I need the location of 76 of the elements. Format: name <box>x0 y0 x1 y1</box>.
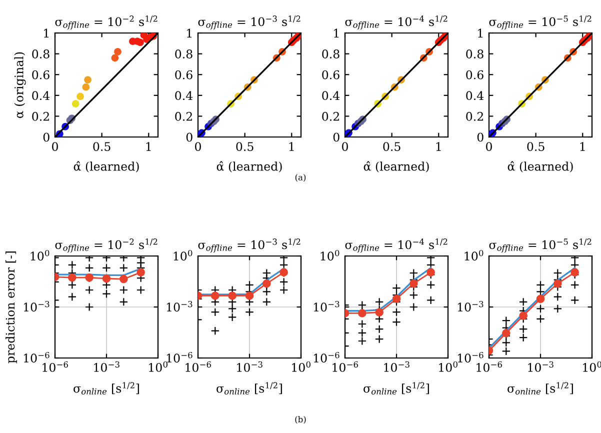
chart-title: σ$_{offline}$ = 10$^{−3}$ s$^{1/2}$ <box>198 16 300 30</box>
x-axis-title: σ$_{online}$ [s$^{1/2}$] <box>74 382 139 395</box>
y-tick-label: 0 <box>43 132 50 142</box>
chart-title: σ$_{offline}$ = 10$^{−2}$ s$^{1/2}$ <box>55 16 158 30</box>
x-tick-label: 1 <box>289 142 294 151</box>
y-tick-label: 10$^{−6}$ <box>166 352 192 363</box>
y-tick-label: 1 <box>44 28 48 38</box>
chart-title: σ$_{offline}$ = 10$^{−5}$ s$^{1/2}$ <box>489 16 592 30</box>
x-tick-label: 0 <box>52 142 58 151</box>
y-tick-label: 1 <box>187 28 192 38</box>
y-tick-label: 10$^{0}$ <box>174 250 192 261</box>
x-axis-title: α̂ (learned) <box>74 161 139 172</box>
x-tick-label: 1 <box>436 142 441 151</box>
y-tick-label: 0.6 <box>175 70 192 80</box>
y-tick-label: 1 <box>478 28 482 38</box>
y-axis-title: α (original) <box>14 52 26 118</box>
x-tick-label: 0.5 <box>527 142 544 151</box>
x-tick-label: 10$^{0}$ <box>292 361 310 372</box>
chart-title: σ$_{offline}$ = 10$^{−3}$ s$^{1/2}$ <box>198 238 300 253</box>
y-tick-label: 0.2 <box>466 112 483 121</box>
y-tick-label: 10$^{0}$ <box>320 250 340 261</box>
y-tick-label: 0.2 <box>32 112 49 121</box>
y-tick-label: 0.4 <box>466 91 484 100</box>
y-tick-label: 10$^{0}$ <box>30 250 50 261</box>
chart-title: σ$_{offline}$ = 10$^{−5}$ s$^{1/2}$ <box>489 238 592 253</box>
x-tick-label: 10$^{0}$ <box>439 361 458 372</box>
x-tick-label: 0 <box>486 142 492 151</box>
y-axis-title: prediction error [-] <box>6 251 17 364</box>
chart-title: σ$_{offline}$ = 10$^{−4}$ s$^{1/2}$ <box>345 238 448 253</box>
x-tick-label: 0.5 <box>93 142 110 151</box>
x-tick-label: 1 <box>146 142 151 151</box>
y-tick-label: 10$^{−3}$ <box>458 300 484 312</box>
text: (a) <box>295 174 306 182</box>
y-tick-label: 0 <box>477 132 484 142</box>
x-tick-label: 10$^{−3}$ <box>237 361 262 372</box>
y-tick-label: 10$^{−6}$ <box>24 352 50 363</box>
y-tick-label: 10$^{0}$ <box>464 250 484 261</box>
x-axis-title: α̂ (learned) <box>364 161 429 172</box>
y-tick-label: 1 <box>334 28 338 38</box>
x-tick-label: 10$^{0}$ <box>583 361 601 372</box>
y-tick-label: 0 <box>333 132 340 142</box>
y-tick-label: 10$^{−3}$ <box>314 300 340 312</box>
x-axis-title: σ$_{online}$ [s$^{1/2}$] <box>216 382 282 395</box>
y-tick-label: 0.8 <box>32 50 50 58</box>
x-tick-label: 10$^{−3}$ <box>384 361 410 372</box>
y-tick-label: 0.2 <box>175 112 192 121</box>
y-tick-label: 0 <box>186 132 192 142</box>
y-tick-label: 10$^{−3}$ <box>24 300 50 312</box>
x-tick-label: 0.5 <box>236 142 254 151</box>
y-tick-label: 0.4 <box>175 91 193 100</box>
chart-title: σ$_{offline}$ = 10$^{−4}$ s$^{1/2}$ <box>345 16 448 30</box>
y-tick-label: 10$^{−6}$ <box>458 352 484 363</box>
y-tick-label: 0.8 <box>322 50 340 58</box>
y-tick-label: 0.6 <box>466 70 484 80</box>
x-axis-title: σ$_{online}$ [s$^{1/2}$] <box>508 382 573 395</box>
y-tick-label: 0.6 <box>32 70 50 80</box>
y-tick-label: 0.8 <box>175 50 192 58</box>
x-axis-title: α̂ (learned) <box>508 161 573 172</box>
x-tick-label: 1 <box>580 142 585 151</box>
y-tick-label: 0.2 <box>322 112 339 121</box>
text: (b) <box>295 416 306 424</box>
y-tick-label: 0.6 <box>322 70 340 80</box>
chart-title: σ$_{offline}$ = 10$^{−2}$ s$^{1/2}$ <box>55 238 158 253</box>
x-tick-label: 10$^{0}$ <box>149 361 168 372</box>
y-tick-label: 10$^{−6}$ <box>314 352 340 363</box>
x-tick-label: 0 <box>342 142 348 151</box>
x-tick-label: 10$^{−3}$ <box>94 361 120 372</box>
y-tick-label: 0.4 <box>32 91 50 100</box>
y-tick-label: 0.4 <box>322 91 340 100</box>
x-tick-label: 0.5 <box>383 142 400 151</box>
y-tick-label: 0.8 <box>466 50 484 58</box>
x-tick-label: 0 <box>195 142 201 151</box>
x-axis-title: σ$_{online}$ [s$^{1/2}$] <box>364 382 429 395</box>
y-tick-label: 10$^{−3}$ <box>166 300 192 312</box>
x-axis-title: α̂ (learned) <box>216 161 282 172</box>
x-tick-label: 10$^{−3}$ <box>528 361 554 372</box>
